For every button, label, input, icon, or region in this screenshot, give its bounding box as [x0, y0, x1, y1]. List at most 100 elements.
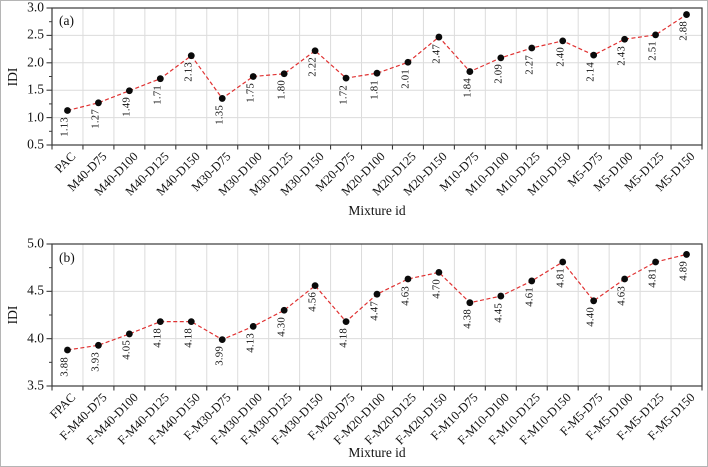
y-axis-title-a: IDI — [5, 67, 20, 87]
data-point-label: 4.40 — [585, 307, 598, 327]
data-point-marker — [95, 341, 102, 349]
y-tick-label: 0.5 — [27, 136, 44, 152]
data-point-label: 2.01 — [399, 68, 412, 89]
data-point-marker — [64, 346, 71, 354]
data-point-marker — [652, 31, 659, 39]
y-tick-label: 2.0 — [27, 54, 44, 70]
data-point-label: 1.13 — [58, 116, 71, 137]
data-point-label: 3.93 — [89, 351, 102, 372]
data-point-label: 1.72 — [337, 84, 350, 105]
data-point-marker — [497, 54, 505, 62]
data-point-marker — [342, 74, 350, 82]
data-point-label: 2.88 — [678, 21, 691, 41]
data-point-marker — [218, 95, 226, 102]
data-point-marker — [280, 306, 288, 314]
data-point-label: 2.22 — [306, 57, 319, 77]
data-point-marker — [497, 292, 505, 300]
y-axis-title-b: IDI — [5, 305, 20, 325]
y-tick-label: 3.5 — [27, 377, 44, 393]
data-point-label: 1.84 — [461, 78, 474, 98]
x-category-label: PAC — [52, 149, 79, 176]
data-point-label: 2.13 — [182, 62, 195, 82]
data-point-label: 4.70 — [430, 278, 443, 299]
data-point-marker — [373, 69, 381, 77]
y-tick-label: 3.0 — [27, 0, 44, 15]
y-tick-label: 4.0 — [27, 330, 44, 346]
data-point-marker — [466, 68, 474, 75]
data-point-label: 4.30 — [275, 316, 288, 337]
data-point-marker — [311, 47, 319, 55]
data-point-label: 2.14 — [585, 61, 598, 82]
data-point-marker — [125, 330, 133, 338]
data-point-label: 1.80 — [275, 80, 288, 100]
data-point-marker — [95, 99, 102, 107]
data-point-label: 3.99 — [213, 346, 226, 366]
data-point-marker — [590, 297, 598, 305]
data-point-marker — [342, 318, 350, 326]
panel-label-b: (b) — [59, 250, 75, 265]
data-point-marker — [156, 318, 164, 326]
y-tick-label: 2.5 — [27, 27, 44, 43]
data-point-label: 1.75 — [244, 83, 257, 103]
data-point-marker — [683, 11, 690, 18]
panel-label-a: (a) — [59, 13, 74, 28]
data-point-label: 1.35 — [213, 104, 226, 125]
y-tick-label: 1.0 — [27, 109, 44, 125]
data-point-label: 4.18 — [337, 328, 350, 348]
data-point-marker — [683, 251, 690, 258]
data-point-label: 4.45 — [492, 302, 505, 323]
data-point-label: 4.89 — [678, 260, 691, 281]
data-point-marker — [404, 58, 412, 66]
data-point-label: 2.09 — [492, 64, 505, 85]
y-tick-label: 1.5 — [27, 81, 44, 97]
data-point-marker — [621, 35, 629, 43]
data-point-label: 2.40 — [554, 47, 567, 68]
data-point-label: 4.61 — [523, 287, 536, 308]
data-point-label: 1.81 — [368, 79, 381, 100]
data-point-label: 1.27 — [89, 109, 102, 129]
data-point-marker — [528, 44, 536, 52]
data-point-label: 2.47 — [430, 43, 443, 64]
data-point-marker — [435, 269, 443, 276]
data-point-marker — [218, 336, 226, 344]
data-point-label: 1.71 — [151, 85, 164, 105]
data-point-marker — [187, 52, 195, 60]
data-point-marker — [466, 299, 474, 307]
data-point-label: 4.38 — [461, 309, 474, 329]
data-point-marker — [249, 322, 257, 330]
data-point-label: 4.81 — [647, 268, 660, 289]
data-point-marker — [249, 73, 257, 80]
data-point-label: 4.18 — [151, 328, 164, 348]
data-point-label: 3.88 — [58, 356, 71, 377]
data-point-marker — [559, 258, 567, 266]
y-tick-label: 5.0 — [27, 235, 44, 251]
data-point-marker — [404, 275, 412, 283]
data-point-label: 4.63 — [399, 285, 412, 306]
data-point-marker — [311, 282, 319, 290]
data-point-marker — [652, 258, 659, 266]
data-point-marker — [125, 87, 133, 95]
data-point-label: 4.56 — [306, 292, 319, 312]
data-point-marker — [559, 37, 567, 45]
data-point-label: 4.18 — [182, 328, 195, 348]
series-line — [67, 14, 687, 112]
data-point-label: 2.43 — [616, 45, 629, 66]
y-tick-label: 4.5 — [27, 283, 44, 299]
data-point-label: 1.49 — [120, 97, 133, 117]
data-point-marker — [64, 107, 71, 114]
data-point-marker — [528, 277, 536, 285]
data-point-label: 4.63 — [616, 285, 629, 306]
data-point-marker — [590, 51, 598, 59]
x-axis-title-a: Mixture id — [348, 203, 406, 218]
data-point-marker — [156, 75, 164, 83]
data-point-marker — [373, 290, 381, 298]
data-point-marker — [280, 70, 288, 78]
data-point-label: 2.51 — [647, 41, 660, 62]
data-point-label: 4.13 — [244, 332, 257, 353]
data-point-label: 4.81 — [554, 268, 567, 289]
data-point-label: 2.27 — [523, 54, 536, 75]
data-point-marker — [187, 318, 195, 326]
